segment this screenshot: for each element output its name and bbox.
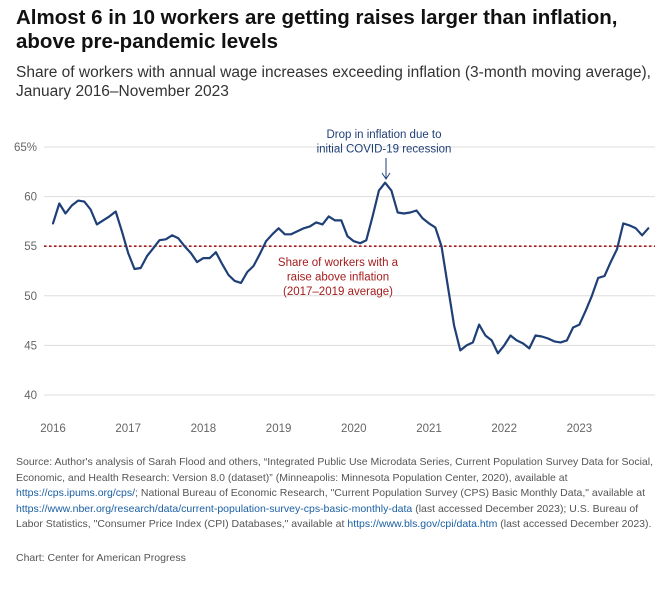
covid-annotation: Drop in inflation due to initial COVID-19… bbox=[317, 129, 452, 156]
chart-credit: Chart: Center for American Progress bbox=[16, 552, 186, 564]
x-tick-label: 2020 bbox=[341, 423, 367, 435]
series-line bbox=[51, 181, 650, 355]
x-tick-label: 2018 bbox=[191, 423, 217, 435]
y-tick-label: 60 bbox=[24, 192, 37, 204]
y-tick-label: 65% bbox=[14, 142, 37, 154]
source-link-bls[interactable]: https://www.bls.gov/cpi/data.htm bbox=[347, 518, 498, 530]
y-tick-label: 45 bbox=[24, 340, 37, 352]
chart-subtitle: Share of workers with annual wage increa… bbox=[16, 64, 651, 100]
x-tick-label: 2017 bbox=[115, 423, 141, 435]
y-axis-ticks: 65% 60 55 50 45 40 bbox=[14, 142, 37, 402]
reference-label: Share of workers with a raise above infla… bbox=[278, 257, 399, 298]
x-axis-ticks: 2016 2017 2018 2019 2020 2021 2022 2023 bbox=[40, 423, 592, 435]
source-text-1: Source: Author's analysis of Sarah Flood… bbox=[16, 456, 653, 484]
x-tick-label: 2022 bbox=[491, 423, 517, 435]
chart-title: Almost 6 in 10 workers are getting raise… bbox=[16, 6, 618, 53]
source-text-3: (last accessed December 2023); U.S. Bure… bbox=[16, 502, 639, 531]
x-tick-label: 2023 bbox=[567, 423, 593, 435]
source-note: Source: Author's analysis of Sarah Flood… bbox=[16, 455, 656, 533]
source-text-2: ; National Bureau of Economic Research, … bbox=[135, 487, 646, 499]
y-tick-label: 55 bbox=[24, 241, 37, 253]
source-link-ipums[interactable]: https://cps.ipums.org/cps/ bbox=[16, 487, 136, 499]
x-tick-label: 2021 bbox=[416, 423, 442, 435]
y-tick-label: 40 bbox=[24, 390, 37, 402]
annotation-arrowhead bbox=[381, 172, 391, 180]
source-link-nber[interactable]: https://www.nber.org/research/data/curre… bbox=[16, 502, 413, 515]
x-tick-label: 2019 bbox=[266, 423, 292, 435]
source-text-4: (last accessed December 2023). bbox=[497, 518, 652, 530]
y-tick-label: 50 bbox=[24, 291, 37, 303]
x-tick-label: 2016 bbox=[40, 423, 66, 435]
